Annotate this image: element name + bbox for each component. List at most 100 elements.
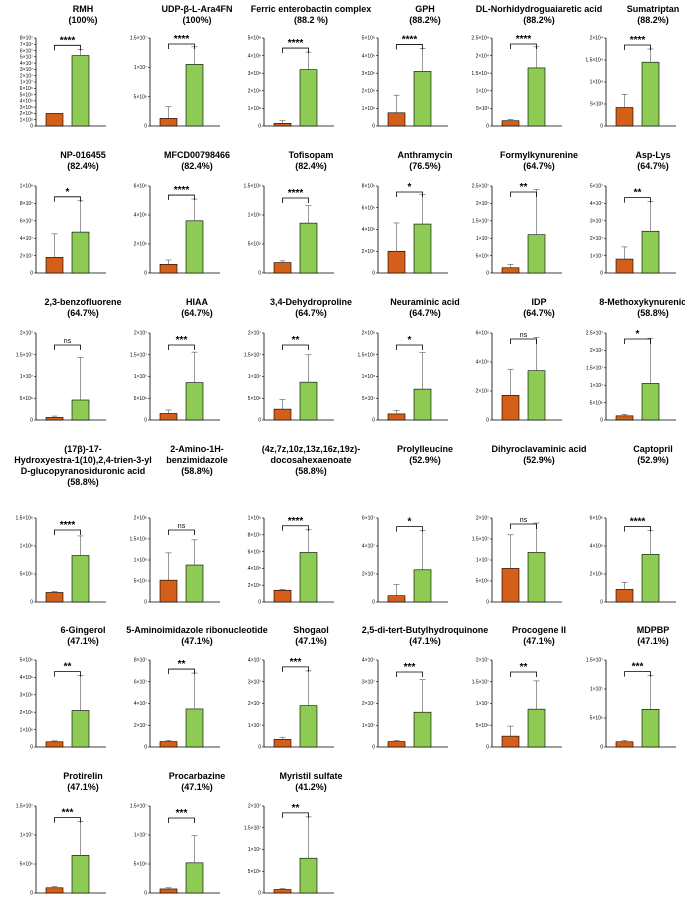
chart-panel: UDP-β-L-Ara4FN(100%) 0 5×10⁶ 1×10⁷ 1.5×10⁷ **… xyxy=(130,4,233,130)
chart-panel: NP-016455(82.4%) 0 2×10⁷ 4×10⁷ 6×10⁷ 8×10⁷ 1×1… xyxy=(20,150,106,277)
y-tick-label: 5×10⁶ xyxy=(134,862,147,868)
chart-percentage: (58.8%) xyxy=(295,466,327,476)
bar-control xyxy=(159,118,178,127)
y-tick-label: 8×10⁶ xyxy=(362,184,375,190)
bar-treated xyxy=(185,220,204,274)
significance-bracket xyxy=(396,526,423,532)
y-tick-label: 4×10⁵ xyxy=(248,566,261,572)
y-tick-label: 6×10⁷ xyxy=(134,679,147,685)
chart-title: Sumatriptan xyxy=(627,4,680,14)
chart-percentage: (76.5%) xyxy=(409,161,441,171)
y-tick-label: 1.5×10⁴ xyxy=(471,71,489,77)
y-tick-label: 6×10⁵ xyxy=(248,549,261,555)
y-tick-label: 5×10⁶ xyxy=(134,94,147,100)
chart-title: benzimidazole xyxy=(166,455,228,465)
y-tick-label: 6×10⁵ xyxy=(476,331,489,337)
chart-percentage: (64.7%) xyxy=(523,161,555,171)
y-tick-label: 1.5×10⁷ xyxy=(130,804,147,810)
y-tick-label: 0 xyxy=(144,124,147,130)
chart-percentage: (41.2%) xyxy=(295,782,327,792)
significance-label: **** xyxy=(60,35,76,46)
chart-percentage: (88.2%) xyxy=(409,15,441,25)
y-tick-label: 1.5×10⁷ xyxy=(244,352,261,358)
bar-control xyxy=(45,887,64,894)
y-tick-label: 4×10⁶ xyxy=(590,544,603,550)
bar-treated xyxy=(299,857,318,894)
significance-label: ns xyxy=(520,517,528,524)
chart-title: 3,4-Dehydroproline xyxy=(270,297,352,307)
y-tick-label: 3×10⁷ xyxy=(590,219,603,225)
y-tick-label: 0 xyxy=(144,745,147,751)
bar-treated xyxy=(413,569,432,603)
y-tick-label: 1.5×10⁴ xyxy=(585,58,603,64)
bar-control xyxy=(273,262,292,274)
chart-panel: Prolylleucine(52.9%) 0 2×10⁷ 4×10⁷ 6×10⁷ * xyxy=(362,444,453,606)
y-tick-label: 5×10⁵ xyxy=(134,579,147,585)
chart-percentage: (52.9%) xyxy=(637,455,669,465)
chart-title: NP-016455 xyxy=(60,150,106,160)
y-tick-label: 1×10⁷ xyxy=(476,701,489,707)
bar-control xyxy=(615,415,634,421)
bar-treated xyxy=(299,222,318,274)
y-tick-label: 1.5×10⁷ xyxy=(472,537,489,543)
chart-panel: (4z,7z,10z,13z,16z,19z)-docosahexaenoate… xyxy=(248,444,361,606)
significance-bracket xyxy=(282,197,309,203)
y-tick-label: 4×10⁵ xyxy=(476,360,489,366)
y-tick-label: 2×10⁷ xyxy=(590,348,603,354)
significance-bracket xyxy=(168,194,195,201)
chart-panel: MFCD00798466(82.4%) 0 2×10⁶ 4×10⁶ 6×10⁶ **** xyxy=(134,150,230,277)
y-tick-label: 1×10⁴ xyxy=(590,80,603,86)
bar-treated xyxy=(641,708,660,748)
chart-title: Procarbazine xyxy=(169,771,226,781)
significance-bracket xyxy=(624,671,651,677)
significance-bracket xyxy=(168,529,195,535)
chart-percentage: (64.7%) xyxy=(523,308,555,318)
y-tick-label: 2×10⁴ xyxy=(476,53,489,59)
y-tick-label: 1×10⁸ xyxy=(20,184,33,190)
chart-title: Dihyroclavaminic acid xyxy=(491,444,586,454)
y-tick-label: 2×10⁸ xyxy=(362,331,375,337)
y-tick-label: 2×10⁷ xyxy=(476,658,489,664)
chart-title: MDPBP xyxy=(637,625,670,635)
y-tick-label: 5×10³ xyxy=(476,106,489,112)
y-tick-label: 5×10⁶ xyxy=(362,36,375,42)
bar-control xyxy=(273,589,292,603)
bar-treated xyxy=(527,552,546,603)
y-tick-label: 1×10⁴ xyxy=(476,89,489,95)
y-tick-label: 2×10⁷ xyxy=(590,236,603,242)
chart-title: Myristil sulfate xyxy=(279,771,342,781)
bar-treated xyxy=(71,710,90,748)
y-tick-label: 1×10⁷ xyxy=(248,847,261,853)
y-tick-label: 5×10⁶ xyxy=(248,396,261,402)
chart-title: Tofisopam xyxy=(289,150,334,160)
significance-label: **** xyxy=(402,35,418,46)
y-tick-label: 0 xyxy=(486,600,489,606)
significance-label: ** xyxy=(178,659,186,670)
chart-title: Protirelin xyxy=(63,771,103,781)
y-tick-label: 1.5×10⁷ xyxy=(244,825,261,831)
significance-label: * xyxy=(408,335,412,346)
bar-control xyxy=(615,589,634,603)
y-tick-label: 6×10⁷ xyxy=(20,48,33,54)
chart-title: Captopril xyxy=(633,444,673,454)
y-tick-label: 1×10⁶ xyxy=(20,544,33,550)
y-tick-label: 1×10⁷ xyxy=(362,723,375,729)
chart-panel: 6-Gingerol(47.1%) 0 1×10⁶ 2×10⁶ 3×10⁶ 4×10⁶ 5×… xyxy=(20,625,106,751)
bar-control xyxy=(159,263,178,274)
y-tick-label: 1.5×10⁷ xyxy=(130,352,147,358)
y-tick-label: 7×10⁷ xyxy=(20,42,33,48)
y-tick-label: 0 xyxy=(600,745,603,751)
y-tick-label: 1×10⁶ xyxy=(248,516,261,522)
y-tick-label: 8×10⁷ xyxy=(20,36,33,42)
y-tick-label: 3×10⁵ xyxy=(20,105,33,111)
chart-panel: GPH(88.2%) 0 1×10⁶ 2×10⁶ 3×10⁶ 4×10⁶ 5×10⁶ **** xyxy=(362,4,448,130)
y-tick-label: 4×10⁵ xyxy=(20,99,33,105)
y-tick-label: 0 xyxy=(372,418,375,424)
y-tick-label: 4×10⁶ xyxy=(362,53,375,59)
y-tick-label: 3×10⁷ xyxy=(248,679,261,685)
chart-title: 2,3-benzofluorene xyxy=(44,297,121,307)
y-tick-label: 4×10⁷ xyxy=(20,61,33,67)
y-tick-label: 1×10⁷ xyxy=(248,723,261,729)
y-tick-label: 0 xyxy=(600,271,603,277)
significance-bracket xyxy=(624,526,651,532)
